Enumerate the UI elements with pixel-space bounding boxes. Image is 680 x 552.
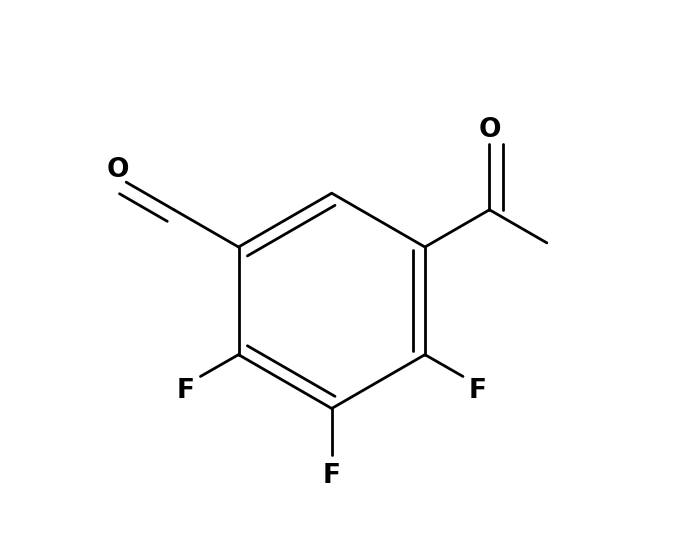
Text: F: F xyxy=(177,378,194,404)
Text: O: O xyxy=(478,116,500,143)
Text: F: F xyxy=(323,463,341,490)
Text: O: O xyxy=(107,157,129,183)
Text: F: F xyxy=(469,378,487,404)
